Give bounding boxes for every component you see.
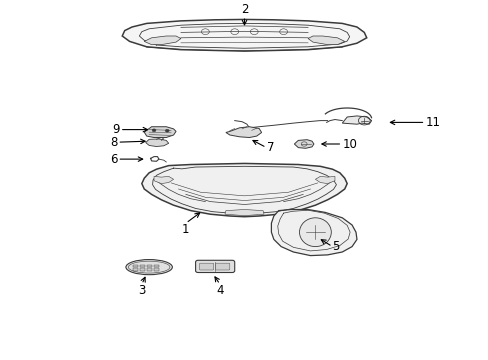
Polygon shape	[315, 176, 334, 184]
Text: 6: 6	[110, 153, 117, 166]
FancyBboxPatch shape	[195, 260, 234, 273]
Polygon shape	[271, 210, 356, 256]
Text: 8: 8	[110, 136, 117, 149]
Bar	[154, 265, 159, 267]
Bar	[147, 268, 152, 271]
Bar	[133, 265, 138, 267]
Ellipse shape	[299, 218, 331, 247]
Text: 7: 7	[266, 141, 273, 154]
Bar	[133, 268, 138, 271]
FancyBboxPatch shape	[215, 263, 229, 270]
Text: 9: 9	[112, 123, 120, 136]
Ellipse shape	[126, 260, 172, 275]
Polygon shape	[142, 163, 346, 217]
Text: 2: 2	[240, 3, 248, 16]
Text: 10: 10	[342, 138, 356, 150]
Polygon shape	[225, 127, 261, 138]
Text: 4: 4	[216, 284, 224, 297]
Text: 3: 3	[138, 284, 145, 297]
Polygon shape	[145, 139, 168, 147]
Circle shape	[152, 129, 156, 132]
Circle shape	[165, 129, 169, 132]
Polygon shape	[154, 176, 173, 184]
Polygon shape	[122, 19, 366, 51]
FancyBboxPatch shape	[199, 263, 213, 270]
Text: 11: 11	[425, 116, 440, 129]
Polygon shape	[144, 127, 176, 138]
Polygon shape	[307, 36, 344, 45]
Bar	[147, 265, 152, 267]
Polygon shape	[294, 140, 313, 148]
Polygon shape	[342, 116, 371, 124]
Bar	[140, 265, 145, 267]
Text: 5: 5	[332, 240, 339, 253]
Bar	[154, 268, 159, 271]
Polygon shape	[144, 36, 181, 45]
Polygon shape	[224, 210, 264, 216]
Text: 1: 1	[182, 223, 189, 236]
Bar	[140, 268, 145, 271]
